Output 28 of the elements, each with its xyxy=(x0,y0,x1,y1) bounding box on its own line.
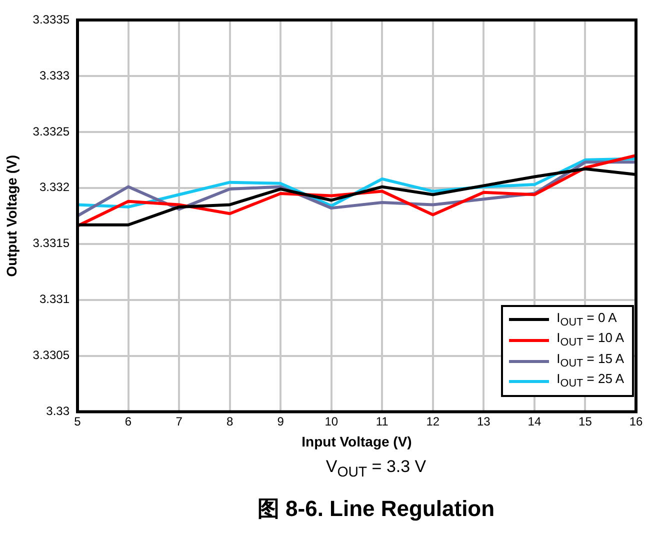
legend-label: I$_{OUT}$ = 15 A xyxy=(556,350,624,372)
x-tick-label: 15 xyxy=(578,414,592,428)
x-tick-label: 12 xyxy=(426,414,440,428)
x-tick-label: 11 xyxy=(376,414,389,428)
y-tick-label: 3.333 xyxy=(39,68,70,82)
y-tick-label: 3.3315 xyxy=(32,236,70,250)
legend-label: I$_{OUT}$ = 10 A xyxy=(556,330,624,351)
x-tick-label: 13 xyxy=(477,414,491,428)
x-tick-label: 16 xyxy=(629,414,643,428)
y-axis-title: Output Voltage (V) xyxy=(3,154,20,277)
x-tick-label: 7 xyxy=(176,414,183,428)
y-tick-label: 3.3305 xyxy=(32,348,70,362)
text: 图 8-6. Line Regulation xyxy=(256,495,496,524)
y-tick-label: 3.33 xyxy=(46,404,70,418)
y-tick-label: 3.3325 xyxy=(32,124,70,138)
x-tick-label: 10 xyxy=(324,414,338,428)
text: V$_{OUT}$ = 3.3 V xyxy=(324,457,428,480)
x-tick-label: 8 xyxy=(226,414,234,428)
x-tick-label: 9 xyxy=(277,414,284,428)
y-tick-label: 3.331 xyxy=(39,292,70,306)
x-tick-label: 14 xyxy=(528,414,542,428)
y-tick-label: 3.3335 xyxy=(32,12,70,26)
legend-label: I$_{OUT}$ = 25 A xyxy=(556,371,624,392)
x-tick-label: 5 xyxy=(74,414,82,428)
legend-label: I$_{OUT}$ = 0 A xyxy=(556,310,617,330)
x-tick-label: 6 xyxy=(124,414,132,428)
y-tick-label: 3.332 xyxy=(39,180,70,194)
x-axis-title: Input Voltage (V) xyxy=(302,433,412,450)
